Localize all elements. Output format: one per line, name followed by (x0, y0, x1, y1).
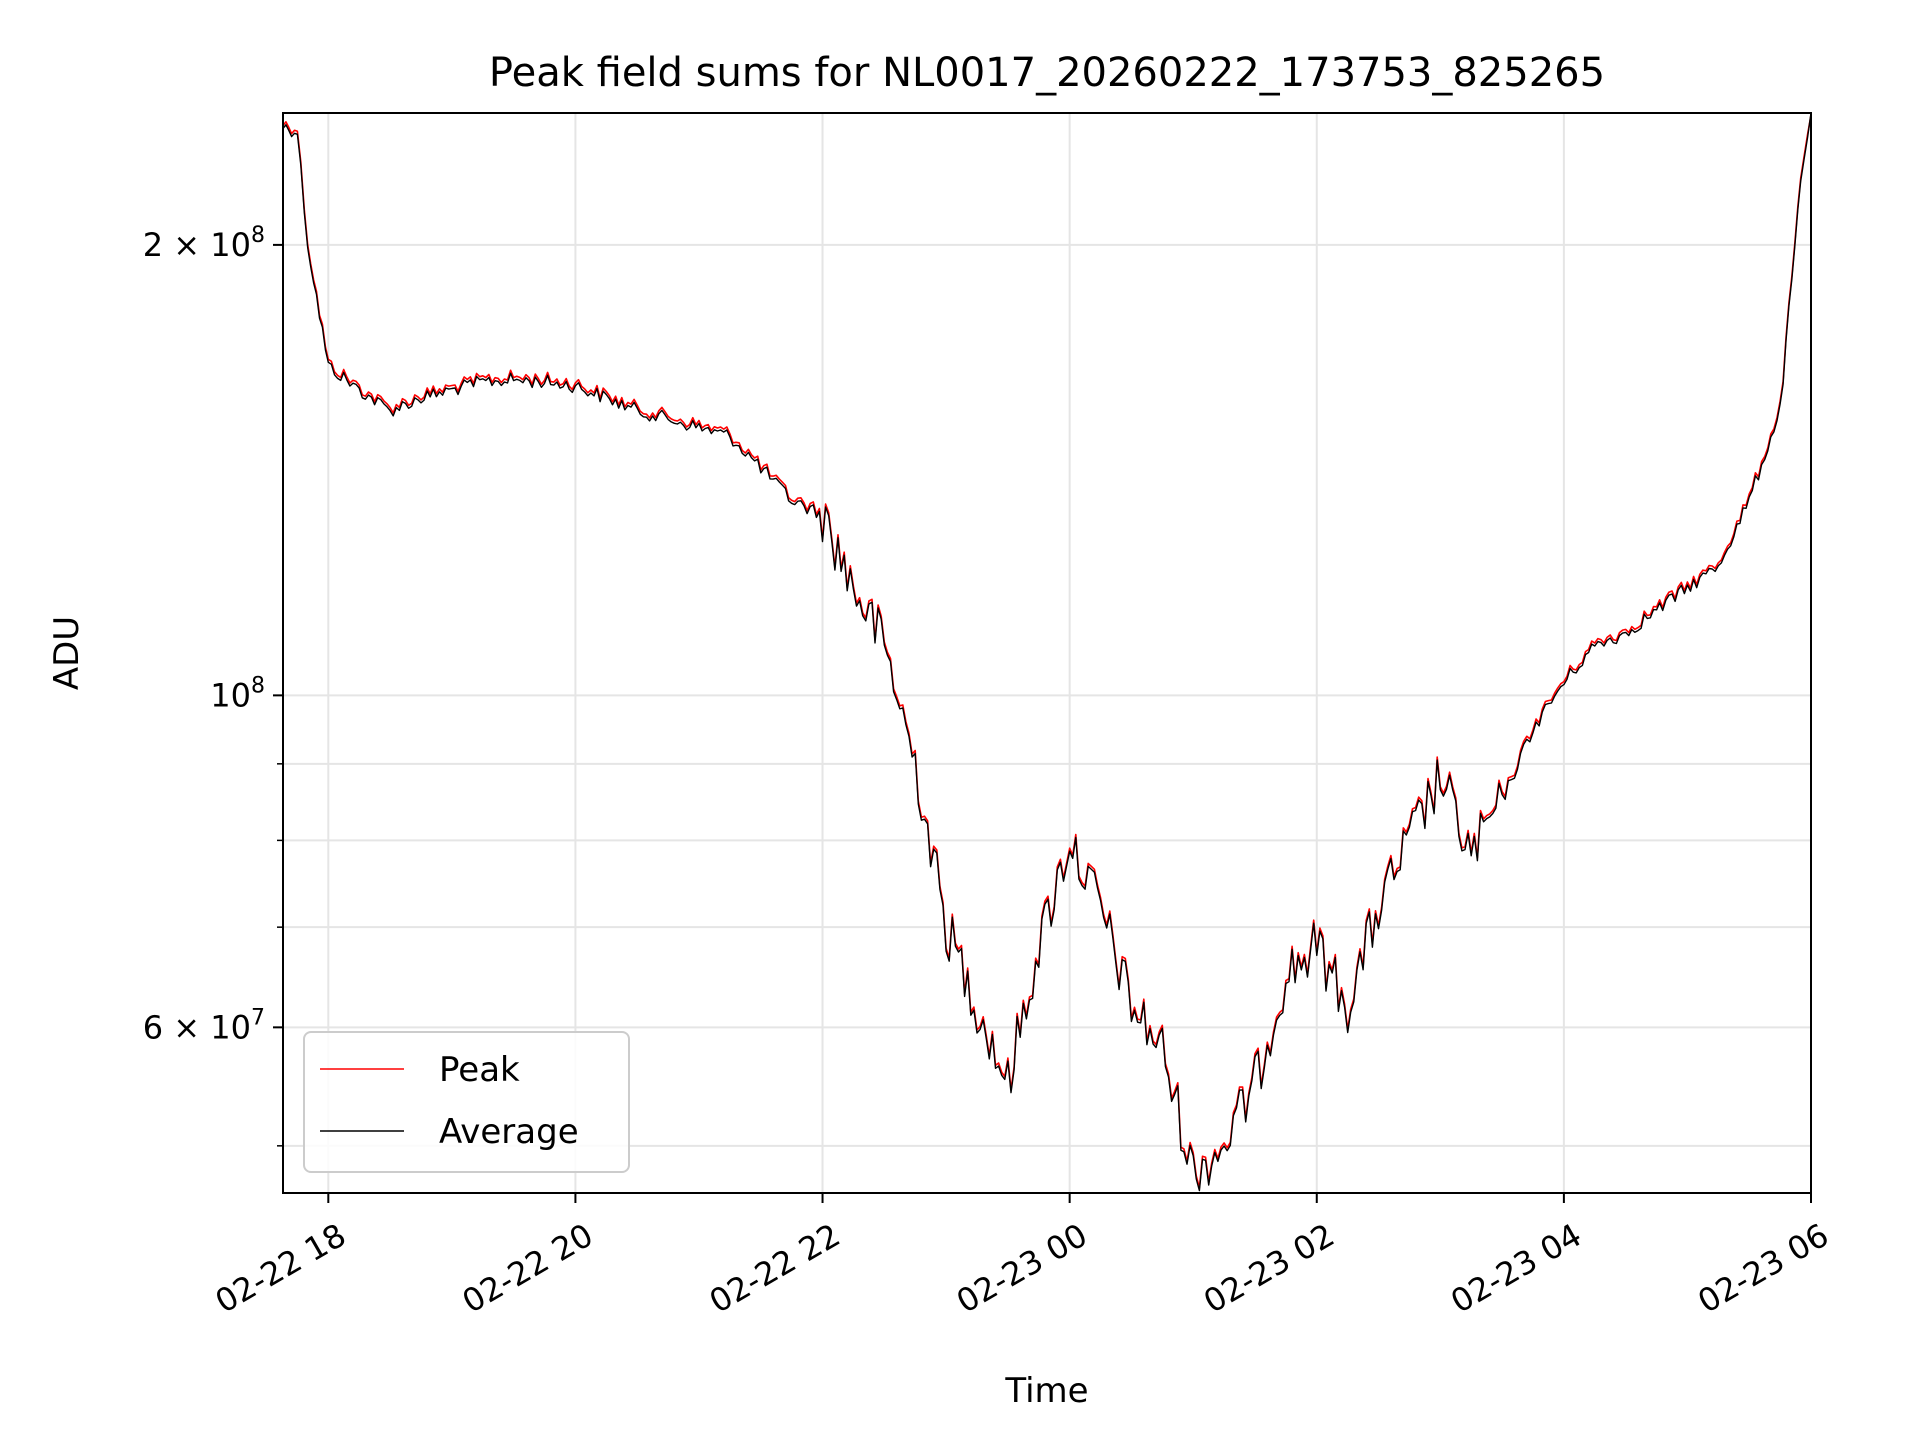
series-peak-line (282, 114, 1812, 1189)
chart-title: Peak field sums for NL0017_20260222_1737… (489, 50, 1605, 96)
plot-frame (282, 112, 1812, 1194)
y-axis-title: ADU (47, 616, 87, 690)
series-average-line (282, 112, 1812, 1192)
legend-box (303, 1031, 630, 1173)
x-axis-title: Time (1004, 1371, 1088, 1411)
legend-peak-label: Peak (439, 1050, 520, 1090)
legend-average-label: Average (439, 1112, 579, 1152)
y-tick-label: 108 (210, 673, 265, 714)
y-tick-label: 2 × 108 (143, 223, 265, 264)
y-tick-label: 6 × 107 (143, 1005, 265, 1046)
series-lines (282, 112, 1812, 1192)
legend: Peak Average (303, 1031, 630, 1173)
